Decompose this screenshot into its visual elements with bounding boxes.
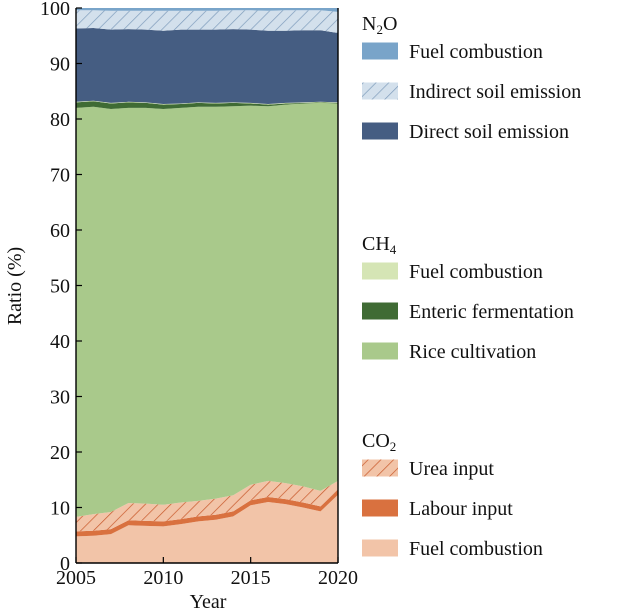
y-tick-label: 30 — [50, 387, 70, 409]
y-tick-label: 10 — [50, 498, 70, 520]
legend-swatch-n2o_direct — [362, 122, 398, 140]
legend-group-heading: N2O — [362, 13, 397, 37]
legend-label-co2_urea: Urea input — [409, 458, 494, 480]
area-n2o_fuel — [76, 8, 338, 12]
area-ch4_rice — [76, 102, 338, 517]
legend-swatch-co2_labour — [362, 499, 398, 517]
area-ch4_fuel — [76, 100, 338, 105]
legend-label-ch4_rice: Rice cultivation — [409, 341, 536, 363]
area-n2o_indirect — [76, 10, 338, 33]
area-n2o_direct — [76, 27, 338, 105]
legend-swatch-n2o_indirect — [362, 82, 398, 100]
y-tick-label: 80 — [50, 109, 70, 131]
legend-group-heading: CO2 — [362, 430, 396, 454]
legend-swatch-ch4_rice — [362, 342, 398, 360]
y-tick-label: 90 — [50, 54, 70, 76]
legend-label-co2_labour: Labour input — [409, 498, 513, 520]
legend-swatch-ch4_enteric — [362, 302, 398, 320]
y-axis-title: Ratio (%) — [4, 247, 26, 325]
area-layer — [76, 8, 338, 563]
area-co2_urea — [76, 480, 338, 532]
legend-label-co2_fuel: Fuel combustion — [409, 538, 543, 560]
area-co2_labour — [76, 489, 338, 537]
legend-swatch-n2o_fuel — [362, 42, 398, 60]
x-axis-title: Year — [190, 591, 227, 612]
y-tick-label: 70 — [50, 165, 70, 187]
y-tick-label: 40 — [50, 331, 70, 353]
area-co2_fuel — [76, 494, 338, 563]
y-tick-label: 0 — [60, 553, 70, 575]
legend-label-ch4_enteric: Enteric fermentation — [409, 301, 574, 323]
x-tick-label: 2020 — [318, 567, 358, 589]
y-tick-label: 100 — [40, 0, 70, 20]
legend-swatch-co2_urea — [362, 459, 398, 477]
legend-swatch-ch4_fuel — [362, 262, 398, 280]
legend-label-n2o_fuel: Fuel combustion — [409, 41, 543, 63]
area-ch4_enteric — [76, 101, 338, 110]
legend-label-n2o_direct: Direct soil emission — [409, 121, 569, 143]
legend-label-ch4_fuel: Fuel combustion — [409, 261, 543, 283]
legend-group-heading: CH4 — [362, 233, 397, 257]
ticks-layer: 0 10 20 30 40 50 60 70 80 90 100 2005 2010 2015 2020 — [40, 0, 358, 589]
legend: N2O Fuel combustion Indirect soil emission… — [362, 13, 581, 560]
legend-label-n2o_indirect: Indirect soil emission — [409, 81, 581, 103]
x-tick-label: 2015 — [231, 567, 271, 589]
y-tick-label: 50 — [50, 276, 70, 298]
x-tick-label: 2010 — [143, 567, 183, 589]
y-tick-label: 20 — [50, 442, 70, 464]
legend-swatch-co2_fuel — [362, 539, 398, 557]
x-tick-label: 2005 — [56, 567, 96, 589]
y-tick-label: 60 — [50, 220, 70, 242]
